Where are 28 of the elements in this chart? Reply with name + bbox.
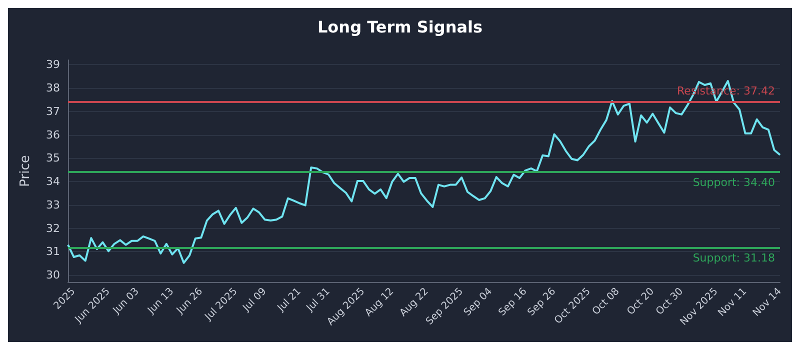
x-tick-label: Oct 20 <box>625 286 657 318</box>
x-tick-label: Nov 11 <box>716 286 750 319</box>
x-tick-label: Aug 12 <box>363 286 396 319</box>
x-tick-label: Oct 30 <box>654 286 686 318</box>
y-tick-label: 30 <box>46 268 60 282</box>
ref-line-label: Support: 31.18 <box>692 251 775 264</box>
ref-line-label: Support: 34.40 <box>692 176 775 190</box>
x-tick-label: Jul 09 <box>240 286 269 314</box>
y-tick-label: 32 <box>46 222 60 235</box>
x-tick-label: Jul 31 <box>304 286 332 314</box>
y-tick-label: 38 <box>46 82 60 95</box>
y-axis-title: Price <box>18 155 33 187</box>
y-tick-label: 31 <box>46 245 60 258</box>
y-tick-label: 34 <box>46 175 60 188</box>
y-tick-label: 37 <box>46 104 60 118</box>
y-tick-label: 33 <box>46 198 60 212</box>
y-tick-label: 35 <box>46 152 60 165</box>
x-tick-label: Jun 03 <box>110 286 142 317</box>
line-series <box>67 80 781 264</box>
chart-title: Long Term Signals <box>317 18 483 36</box>
x-tick-label: Jun 13 <box>145 286 176 317</box>
x-tick-label: Jul 21 <box>275 286 304 314</box>
x-tick-label: Jun 26 <box>174 286 206 317</box>
x-tick-label: Oct 08 <box>590 286 622 318</box>
y-tick-label: 39 <box>46 58 60 72</box>
x-tick-label: Sep 04 <box>462 286 494 318</box>
y-tick-label: 36 <box>46 128 60 142</box>
x-tick-label: Nov 14 <box>751 286 784 319</box>
